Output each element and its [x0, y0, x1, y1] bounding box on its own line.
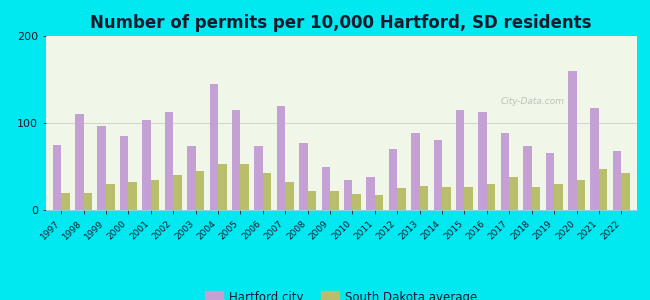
Bar — [285, 182, 294, 210]
Bar — [75, 114, 84, 210]
Bar — [613, 151, 621, 210]
Bar — [397, 188, 406, 210]
Bar — [187, 146, 196, 210]
Bar — [500, 134, 510, 210]
Bar — [98, 126, 106, 210]
Title: Number of permits per 10,000 Hartford, SD residents: Number of permits per 10,000 Hartford, S… — [90, 14, 592, 32]
Bar — [330, 191, 339, 210]
Bar — [532, 187, 540, 210]
Bar — [240, 164, 249, 210]
Bar — [375, 195, 383, 210]
Bar — [299, 143, 307, 210]
Bar — [84, 193, 92, 210]
Bar — [53, 145, 61, 210]
Bar — [344, 179, 352, 210]
Bar — [322, 167, 330, 210]
Bar — [411, 134, 420, 210]
Bar — [129, 182, 137, 210]
Bar — [173, 175, 182, 210]
Bar — [577, 179, 585, 210]
Bar — [545, 154, 554, 210]
Bar — [434, 140, 442, 210]
Text: City-Data.com: City-Data.com — [500, 98, 564, 106]
Bar — [307, 191, 316, 210]
Bar — [263, 172, 271, 210]
Bar — [599, 169, 607, 210]
Legend: Hartford city, South Dakota average: Hartford city, South Dakota average — [201, 286, 482, 300]
Bar — [218, 164, 227, 210]
Bar — [568, 71, 577, 210]
Bar — [465, 187, 473, 210]
Bar — [232, 110, 240, 210]
Bar — [442, 187, 450, 210]
Bar — [254, 146, 263, 210]
Bar — [196, 171, 204, 210]
Bar — [523, 146, 532, 210]
Bar — [478, 112, 487, 210]
Bar — [367, 177, 375, 210]
Bar — [106, 184, 114, 210]
Bar — [456, 110, 465, 210]
Bar — [142, 120, 151, 210]
Bar — [487, 184, 495, 210]
Bar — [590, 108, 599, 210]
Bar — [120, 136, 129, 210]
Bar — [209, 84, 218, 210]
Bar — [389, 149, 397, 210]
Bar — [510, 177, 518, 210]
Bar — [277, 106, 285, 210]
Bar — [61, 193, 70, 210]
Bar — [352, 194, 361, 210]
Bar — [554, 184, 563, 210]
Bar — [164, 112, 173, 210]
Bar — [621, 172, 630, 210]
Bar — [420, 186, 428, 210]
Bar — [151, 179, 159, 210]
